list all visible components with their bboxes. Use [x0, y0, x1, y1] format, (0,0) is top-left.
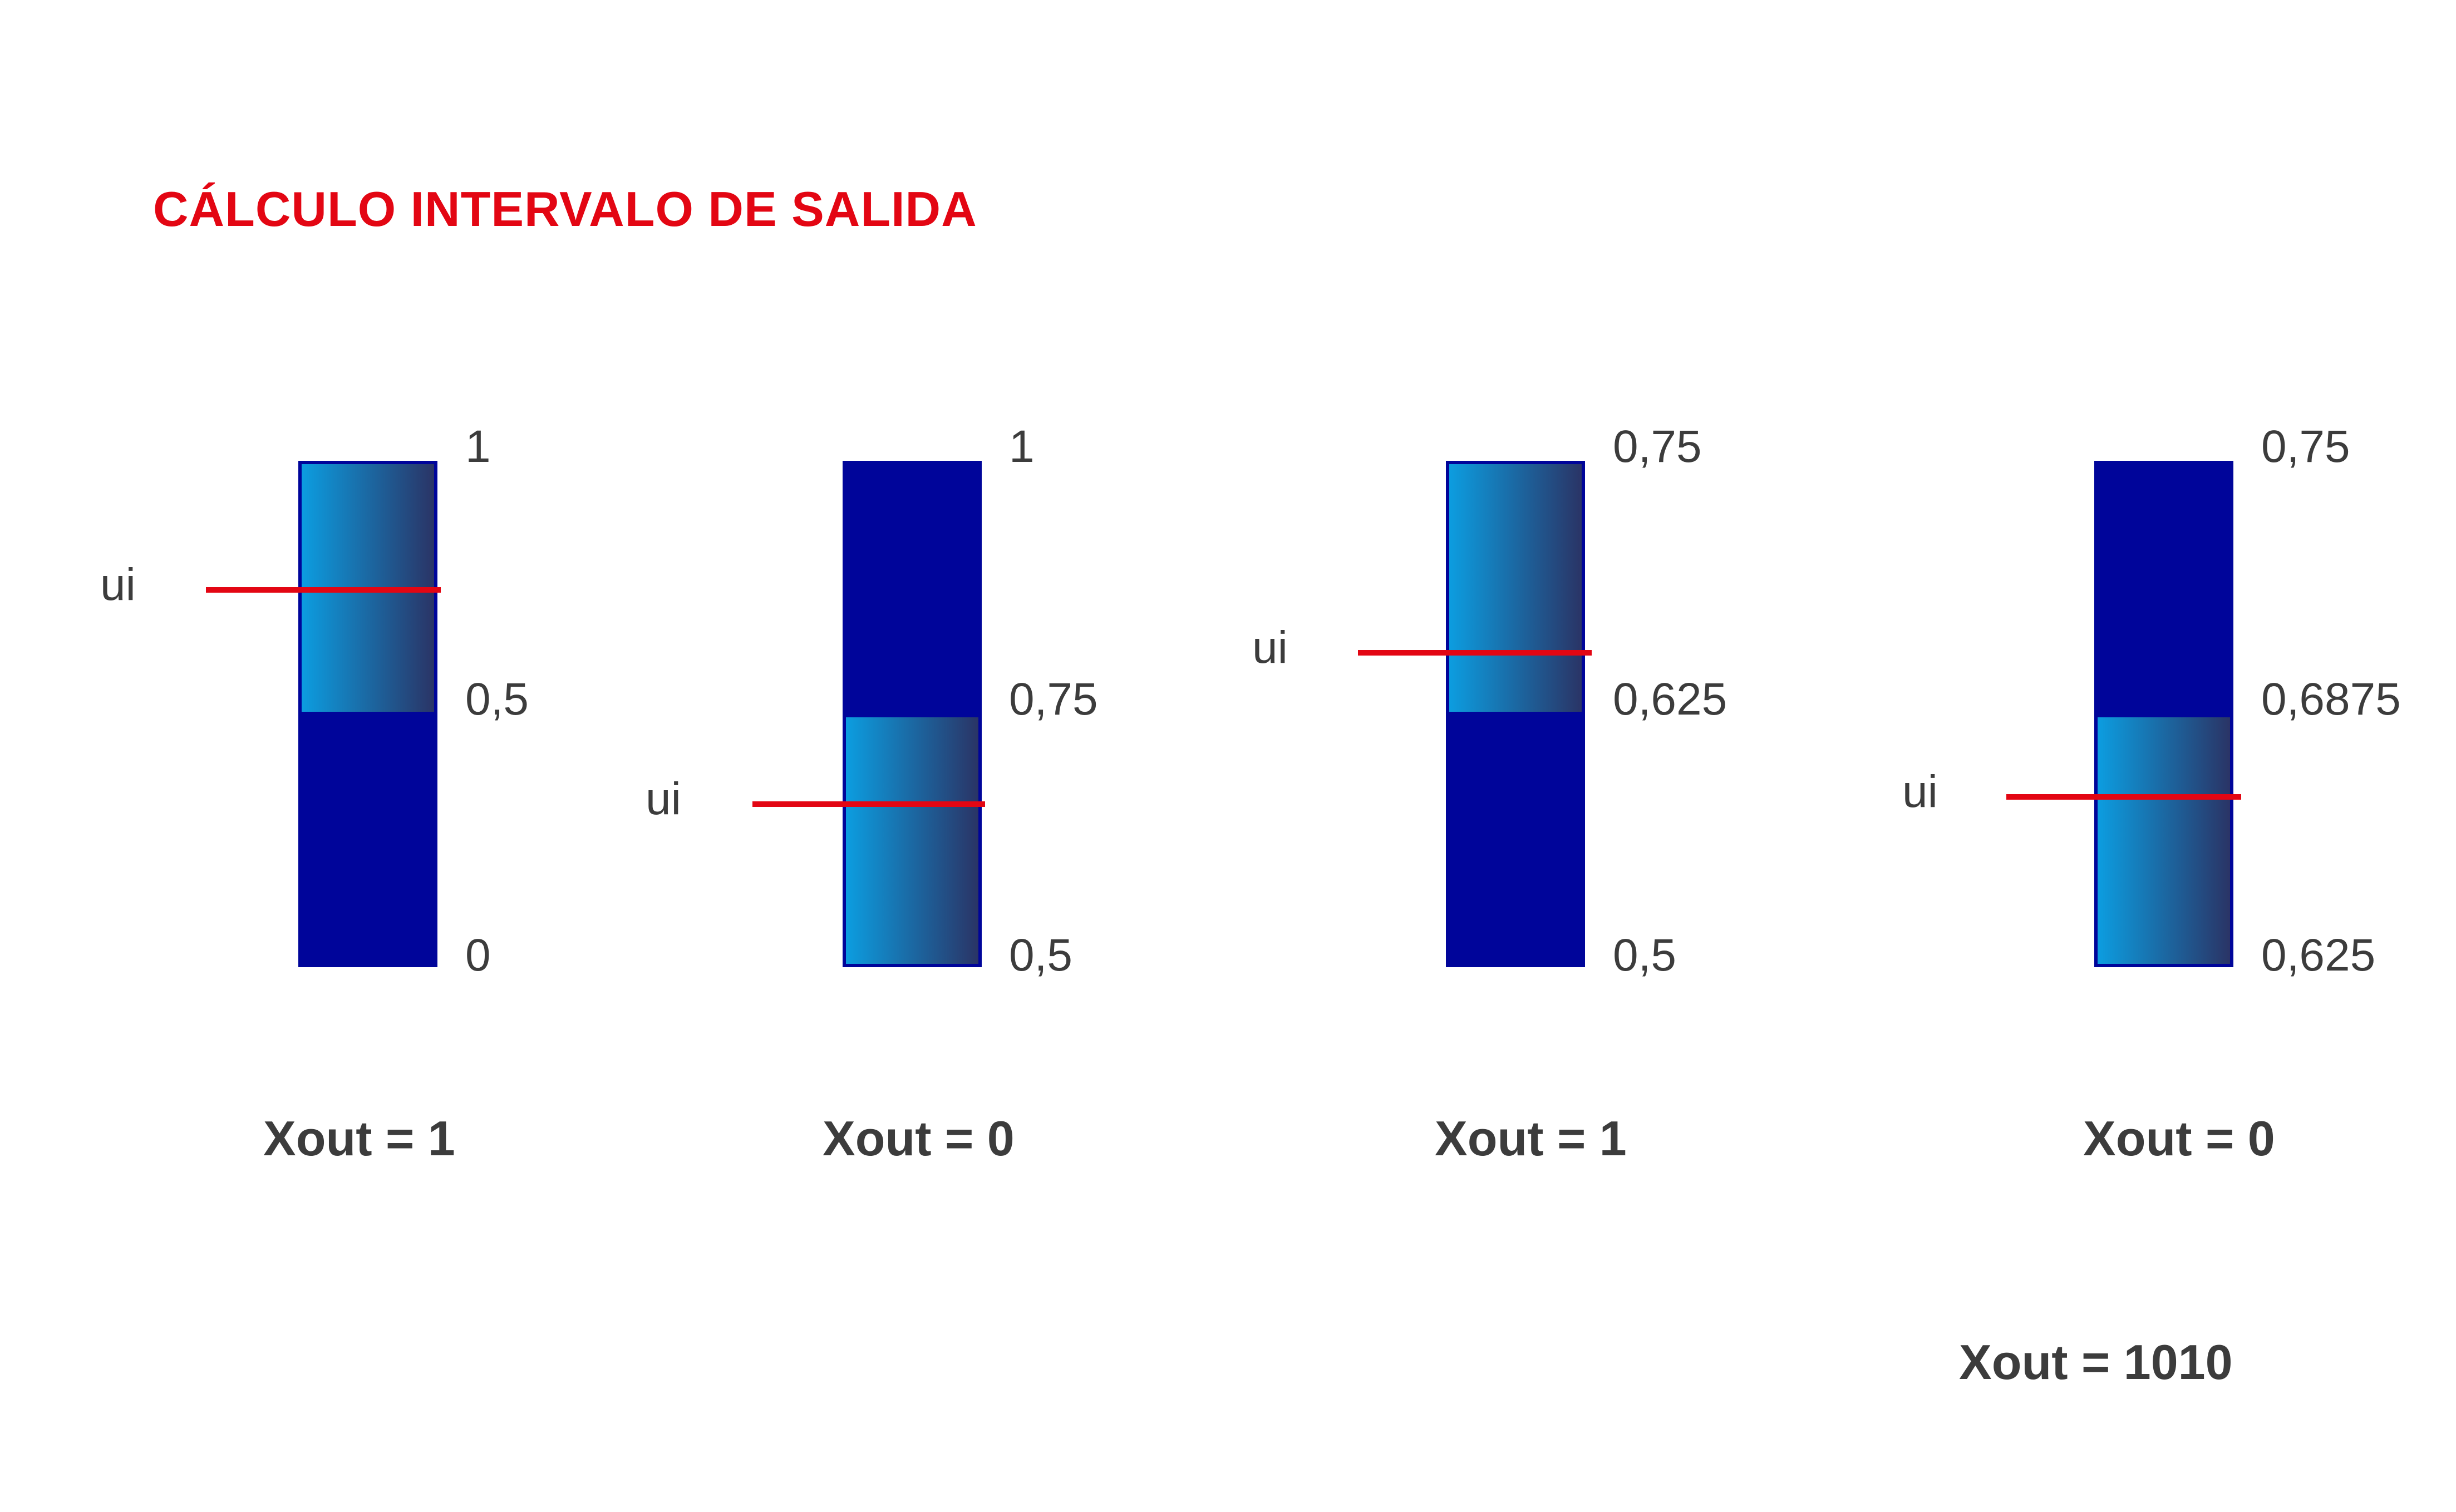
interval-step-2: ui 1 0,75 0,5 Xout = 0 — [646, 421, 1098, 1166]
interval-bottom-label: 0,5 — [1009, 930, 1072, 981]
interval-top-label: 0,75 — [1613, 421, 1702, 472]
interval-top-label: 1 — [1009, 421, 1035, 472]
xout-label: Xout = 0 — [2083, 1111, 2275, 1166]
ui-label: ui — [1902, 766, 1938, 817]
interval-bottom-label: 0 — [465, 930, 491, 981]
selected-subinterval — [2098, 717, 2230, 964]
interval-top-label: 0,75 — [2261, 421, 2350, 472]
interval-mid-label: 0,5 — [465, 674, 529, 725]
ui-label: ui — [1252, 622, 1288, 673]
interval-bottom-label: 0,5 — [1613, 930, 1676, 981]
interval-mid-label: 0,75 — [1009, 674, 1098, 725]
interval-mid-label: 0,6875 — [2261, 674, 2401, 725]
interval-step-3: ui 0,75 0,625 0,5 Xout = 1 — [1252, 421, 1727, 1166]
page-title: CÁLCULO INTERVALO DE SALIDA — [153, 181, 977, 237]
interval-top-label: 1 — [465, 421, 491, 472]
interval-step-1: ui 1 0,5 0 Xout = 1 — [100, 421, 529, 1166]
xout-label: Xout = 1 — [1435, 1111, 1627, 1166]
xout-label: Xout = 1 — [263, 1111, 455, 1166]
selected-subinterval — [1449, 464, 1582, 712]
interval-mid-label: 0,625 — [1613, 674, 1727, 725]
xout-label: Xout = 0 — [823, 1111, 1015, 1166]
interval-bottom-label: 0,625 — [2261, 930, 2375, 981]
interval-step-4: ui 0,75 0,6875 0,625 Xout = 0 — [1902, 421, 2401, 1166]
ui-label: ui — [646, 774, 681, 824]
result-label: Xout = 1010 — [1959, 1334, 2233, 1390]
selected-subinterval — [846, 717, 978, 964]
ui-label: ui — [100, 559, 136, 610]
